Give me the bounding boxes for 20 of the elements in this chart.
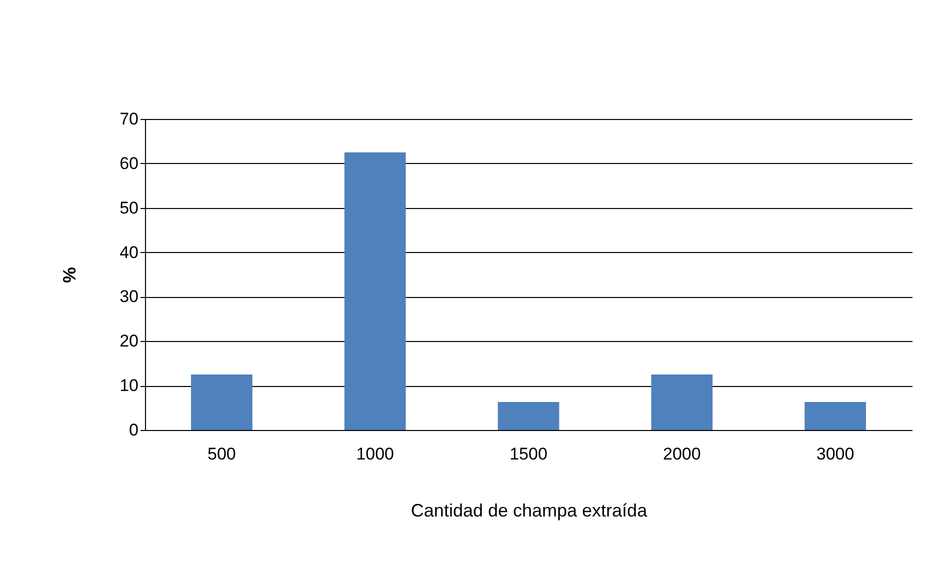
x-tick-label: 500 xyxy=(208,444,236,464)
bar xyxy=(191,374,252,430)
bar xyxy=(804,402,866,430)
x-axis-title: Cantidad de champa extraída xyxy=(410,500,648,520)
bar xyxy=(344,152,406,430)
bar xyxy=(651,374,713,430)
x-tick-label: 1000 xyxy=(356,444,394,464)
x-tick-label: 1500 xyxy=(510,444,548,464)
y-tick-label: 0 xyxy=(129,420,138,440)
y-axis-title: % xyxy=(60,266,80,284)
y-tick-label: 60 xyxy=(120,154,138,173)
x-tick-label: 2000 xyxy=(662,444,701,464)
y-tick-label: 70 xyxy=(120,110,138,128)
y-tick-label: 30 xyxy=(120,287,138,306)
y-tick-label: 10 xyxy=(120,376,138,396)
x-tick-label: 3000 xyxy=(816,444,854,464)
y-tick-label: 20 xyxy=(120,332,138,351)
y-tick-label: 40 xyxy=(120,242,138,262)
y-tick-label: 50 xyxy=(120,198,138,218)
bar xyxy=(498,402,560,430)
